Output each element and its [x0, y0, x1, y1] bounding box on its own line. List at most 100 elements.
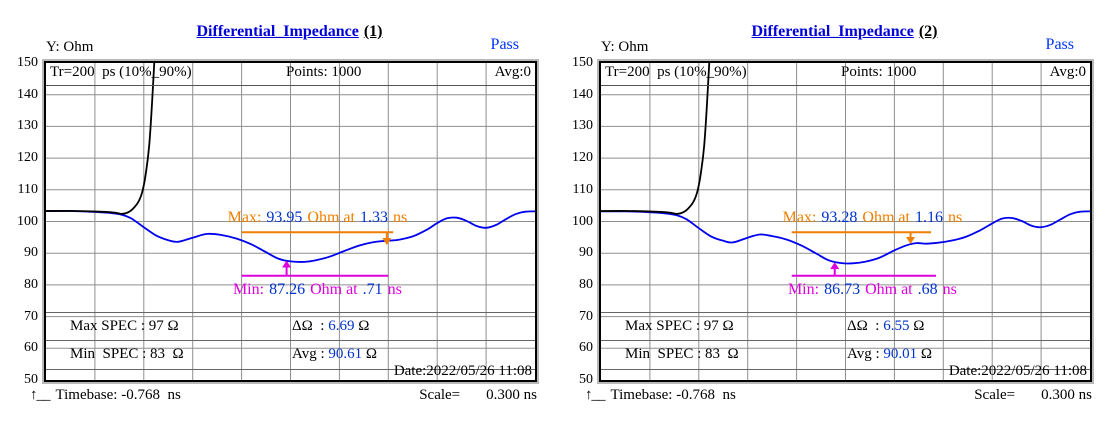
min-annotation: Min: 87.26 Ohm at .71 ns: [233, 281, 402, 299]
delta-ohm-unit: Ω: [913, 318, 925, 334]
y-tick-label: 150: [17, 55, 38, 70]
averaging-readout: Avg:0: [494, 64, 531, 80]
min-spec-value: 83 Ω: [705, 346, 739, 362]
max-spec-label: Max SPEC :: [625, 318, 701, 334]
min-unit-label: Ohm at: [310, 281, 358, 298]
scale-readout: Scale= 0.300 ns: [419, 387, 537, 404]
waveform-plot-area: Tr=200 ps (10%_90%) Points: 1000 Avg:0 M…: [44, 61, 537, 382]
min-unit-label: Ohm at: [865, 281, 913, 298]
max-spec-value: 97 Ω: [703, 318, 734, 334]
waveform-chart: [601, 63, 1090, 380]
y-tick-label: 80: [24, 276, 38, 292]
avg-label: Avg :: [847, 346, 880, 362]
panel-differential-impedance-1: Differential_Impedance (1) Y: Ohm Pass 15…: [0, 0, 555, 421]
y-tick-label: 150: [572, 55, 593, 70]
delta-ohm-unit: Ω: [358, 318, 370, 334]
min-label: Min:: [787, 281, 820, 298]
min-time-unit: ns: [942, 281, 957, 298]
y-tick-label: 120: [572, 150, 593, 166]
avg-label: Avg :: [292, 346, 325, 362]
panel-title-index: (2): [918, 23, 938, 40]
y-tick-label: 90: [24, 245, 38, 261]
min-value: 86.73: [824, 281, 861, 298]
y-tick-label: 50: [24, 372, 38, 387]
y-tick-label: 100: [572, 213, 593, 229]
panel-title-link[interactable]: Differential_Impedance: [751, 23, 914, 40]
spec-row-min: Min SPEC : 83 Ω Avg : 90.61 Ω: [46, 341, 535, 369]
y-tick-label: 100: [17, 213, 38, 229]
y-tick-label: 130: [572, 118, 593, 134]
scale-label: Scale=: [419, 387, 461, 403]
avg-value: 90.01: [883, 346, 918, 362]
scale-value: 0.300 ns: [486, 387, 537, 403]
delta-ohm-readout: ΔΩ : 6.55 Ω: [847, 313, 924, 340]
panel-title-link[interactable]: Differential_Impedance: [196, 23, 359, 40]
avg-value: 90.61: [328, 346, 363, 362]
y-tick-label: 60: [579, 340, 593, 356]
waveform-chart: [46, 63, 535, 380]
avg-unit: Ω: [365, 346, 378, 362]
max-time-unit: ns: [392, 209, 408, 226]
max-label: Max:: [782, 209, 817, 226]
y-tick-label: 140: [572, 86, 593, 102]
max-spec-label: Max SPEC :: [70, 318, 146, 334]
min-spec-value: 83 Ω: [150, 346, 184, 362]
plot-footer: ↑__ Timebase: -0.768 ns Scale= 0.300 ns: [585, 387, 1092, 407]
y-axis-title: Y: Ohm: [46, 39, 94, 55]
waveform-plot-area: Tr=200 ps (10%_90%) Points: 1000 Avg:0 M…: [599, 61, 1092, 382]
max-annotation: Max: 93.95 Ohm at 1.33 ns: [228, 209, 408, 227]
max-time: 1.16: [914, 209, 943, 226]
avg-unit: Ω: [920, 346, 933, 362]
max-annotation: Max: 93.28 Ohm at 1.16 ns: [783, 209, 963, 227]
avg-readout: Avg : 90.01 Ω: [847, 341, 932, 368]
risetime-readout: Tr=200 ps (10%_90%): [605, 64, 747, 80]
min-spec-label: Min SPEC :: [70, 346, 147, 362]
timebase-text: Timebase: -0.768 ns: [610, 387, 736, 403]
y-tick-label: 140: [17, 86, 38, 102]
y-tick-label: 60: [24, 340, 38, 356]
y-tick-label: 70: [24, 308, 38, 324]
min-value: 87.26: [269, 281, 306, 298]
y-tick-label: 110: [17, 181, 38, 197]
points-readout: Points: 1000: [841, 64, 917, 80]
plot-header-row: Tr=200 ps (10%_90%) Points: 1000 Avg:0: [601, 63, 1090, 86]
min-time-unit: ns: [387, 281, 402, 298]
y-axis-title: Y: Ohm: [601, 39, 649, 55]
y-tick-label: 90: [579, 245, 593, 261]
panel-title: Differential_Impedance (2): [555, 5, 1110, 59]
panel-title: Differential_Impedance (1): [0, 5, 555, 59]
max-value: 93.95: [266, 209, 303, 226]
pass-status-badge: Pass: [1045, 36, 1074, 53]
scale-value: 0.300 ns: [1041, 387, 1092, 403]
y-tick-label: 80: [579, 276, 593, 292]
max-unit-label: Ohm at: [307, 209, 355, 226]
max-value: 93.28: [821, 209, 858, 226]
y-axis-tick-labels: 150 140 130 120 110 100 90 80 70 60 50: [0, 0, 40, 421]
points-readout: Points: 1000: [286, 64, 362, 80]
min-time: .71: [362, 281, 383, 298]
timebase-text: Timebase: -0.768 ns: [55, 387, 181, 403]
max-spec-readout: Max SPEC : 97 Ω: [625, 313, 734, 340]
timebase-marker-icon: ↑__: [30, 387, 50, 403]
date-stamp: Date:2022/05/26 11:08: [393, 363, 532, 379]
min-label: Min:: [232, 281, 265, 298]
timebase-marker-icon: ↑__: [585, 387, 605, 403]
timebase-readout: ↑__ Timebase: -0.768 ns: [585, 387, 736, 404]
y-tick-label: 110: [572, 181, 593, 197]
scale-label: Scale=: [974, 387, 1016, 403]
panel-title-index: (1): [363, 23, 383, 40]
scale-readout: Scale= 0.300 ns: [974, 387, 1092, 404]
panel-differential-impedance-2: Differential_Impedance (2) Y: Ohm Pass 15…: [555, 0, 1110, 421]
plot-footer: ↑__ Timebase: -0.768 ns Scale= 0.300 ns: [30, 387, 537, 407]
max-label: Max:: [227, 209, 262, 226]
delta-ohm-label: ΔΩ :: [847, 318, 880, 334]
delta-ohm-readout: ΔΩ : 6.69 Ω: [292, 313, 369, 340]
avg-readout: Avg : 90.61 Ω: [292, 341, 377, 368]
spec-table: Max SPEC : 97 Ω ΔΩ : 6.69 Ω Min SPEC : 8…: [46, 312, 535, 370]
spec-row-min: Min SPEC : 83 Ω Avg : 90.01 Ω: [601, 341, 1090, 369]
y-tick-label: 70: [579, 308, 593, 324]
max-time: 1.33: [359, 209, 388, 226]
delta-ohm-value: 6.55: [883, 318, 910, 334]
min-spec-readout: Min SPEC : 83 Ω: [625, 341, 739, 368]
